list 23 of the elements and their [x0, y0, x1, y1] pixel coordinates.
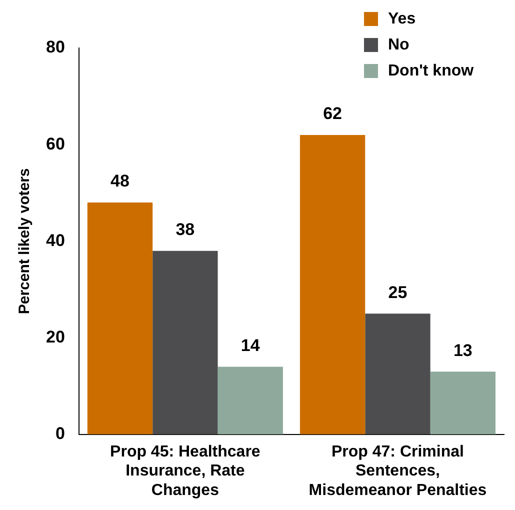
- legend-label: Yes: [388, 10, 416, 28]
- bar: [430, 372, 496, 434]
- bar: [300, 134, 366, 434]
- y-tick-label: 0: [55, 424, 65, 444]
- data-label: 62: [323, 104, 342, 124]
- data-label: 13: [453, 340, 472, 360]
- bar: [87, 202, 153, 434]
- y-tick-label: 40: [46, 230, 65, 250]
- bar: [365, 314, 430, 434]
- legend-label: Don't know: [388, 62, 474, 80]
- data-label: 38: [176, 220, 195, 240]
- x-tick-label: Prop 47: Criminal Sentences, Misdemeanor Penalties: [308, 443, 487, 499]
- data-label: 48: [110, 172, 130, 191]
- data-label: 25: [388, 282, 408, 302]
- y-tick-label: 80: [46, 38, 65, 57]
- data-label: 14: [240, 336, 260, 355]
- x-tick-label: Prop 45: Healthcare Insurance, Rate Changes: [110, 443, 260, 499]
- y-axis-title: Percent likely voters: [16, 168, 34, 314]
- bar: [218, 366, 283, 434]
- y-tick-label: 60: [46, 134, 65, 154]
- y-tick-label: 20: [46, 327, 65, 346]
- legend-label: No: [388, 36, 410, 54]
- bar: [152, 250, 218, 434]
